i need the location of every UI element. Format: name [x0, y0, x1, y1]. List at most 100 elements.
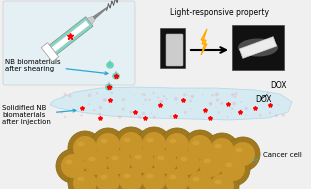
Circle shape	[210, 174, 234, 189]
Polygon shape	[239, 37, 276, 58]
Circle shape	[220, 103, 222, 105]
Circle shape	[235, 93, 237, 95]
Text: NB biomaterials
after shearing: NB biomaterials after shearing	[5, 59, 108, 75]
Circle shape	[234, 96, 236, 98]
Circle shape	[278, 104, 279, 106]
Circle shape	[107, 150, 131, 174]
Circle shape	[142, 93, 146, 96]
Circle shape	[230, 112, 232, 113]
Circle shape	[209, 102, 212, 105]
Circle shape	[64, 116, 66, 118]
Circle shape	[99, 106, 102, 109]
Circle shape	[68, 94, 72, 98]
Circle shape	[194, 148, 228, 182]
Circle shape	[68, 131, 102, 165]
Circle shape	[282, 114, 285, 117]
Ellipse shape	[105, 84, 113, 91]
Circle shape	[93, 109, 95, 111]
Circle shape	[152, 92, 155, 94]
Circle shape	[176, 151, 200, 175]
Ellipse shape	[123, 138, 131, 142]
Ellipse shape	[203, 159, 211, 163]
Circle shape	[231, 107, 234, 110]
Ellipse shape	[111, 156, 118, 160]
Circle shape	[275, 114, 278, 117]
Circle shape	[160, 100, 163, 104]
Ellipse shape	[169, 175, 177, 179]
FancyBboxPatch shape	[160, 28, 185, 68]
Circle shape	[183, 93, 186, 96]
Circle shape	[208, 116, 210, 118]
Circle shape	[103, 98, 106, 102]
Circle shape	[151, 112, 152, 114]
Circle shape	[267, 91, 269, 94]
Polygon shape	[46, 17, 93, 57]
Circle shape	[137, 127, 171, 161]
Circle shape	[130, 149, 154, 173]
Circle shape	[220, 102, 223, 105]
Polygon shape	[41, 43, 59, 62]
Circle shape	[221, 157, 245, 181]
Circle shape	[183, 166, 217, 189]
Circle shape	[171, 146, 205, 180]
Ellipse shape	[100, 139, 108, 143]
FancyBboxPatch shape	[166, 34, 183, 66]
Ellipse shape	[157, 156, 165, 160]
Circle shape	[96, 92, 98, 94]
Circle shape	[184, 111, 187, 114]
Circle shape	[61, 154, 85, 178]
Ellipse shape	[100, 175, 108, 179]
Polygon shape	[93, 8, 107, 19]
Polygon shape	[107, 81, 111, 87]
Circle shape	[153, 150, 177, 174]
Circle shape	[190, 94, 194, 98]
Circle shape	[87, 113, 88, 114]
Circle shape	[269, 112, 271, 114]
Circle shape	[153, 116, 156, 119]
Circle shape	[142, 132, 166, 156]
Ellipse shape	[77, 177, 85, 181]
Circle shape	[163, 95, 165, 98]
Circle shape	[81, 114, 83, 117]
Circle shape	[133, 95, 135, 96]
Circle shape	[125, 144, 159, 178]
Polygon shape	[87, 16, 95, 25]
Circle shape	[60, 111, 63, 114]
Text: Solidified NB
biomaterials
after injection: Solidified NB biomaterials after injecti…	[2, 105, 76, 125]
Circle shape	[160, 164, 194, 189]
Ellipse shape	[193, 141, 200, 145]
Circle shape	[205, 169, 239, 189]
Circle shape	[244, 107, 248, 110]
Circle shape	[148, 99, 151, 101]
Circle shape	[148, 145, 182, 179]
Circle shape	[104, 99, 107, 101]
Ellipse shape	[169, 139, 177, 143]
Circle shape	[110, 106, 112, 107]
Circle shape	[216, 152, 250, 186]
Ellipse shape	[225, 163, 233, 167]
Circle shape	[119, 132, 143, 156]
Circle shape	[141, 94, 142, 95]
Circle shape	[102, 145, 136, 179]
Polygon shape	[51, 20, 90, 52]
Circle shape	[209, 103, 212, 106]
Circle shape	[142, 103, 144, 105]
Circle shape	[231, 142, 255, 166]
Circle shape	[204, 112, 206, 115]
Ellipse shape	[112, 73, 120, 80]
Circle shape	[183, 130, 217, 164]
Circle shape	[88, 104, 90, 105]
Circle shape	[211, 94, 214, 96]
Ellipse shape	[146, 174, 154, 178]
Circle shape	[216, 98, 219, 102]
Circle shape	[188, 135, 212, 159]
Circle shape	[169, 115, 172, 118]
Circle shape	[114, 163, 148, 189]
Circle shape	[174, 97, 178, 101]
Circle shape	[91, 128, 125, 162]
Circle shape	[231, 93, 235, 97]
Circle shape	[210, 138, 234, 162]
Circle shape	[165, 98, 168, 100]
Circle shape	[84, 151, 108, 175]
Circle shape	[144, 98, 147, 101]
